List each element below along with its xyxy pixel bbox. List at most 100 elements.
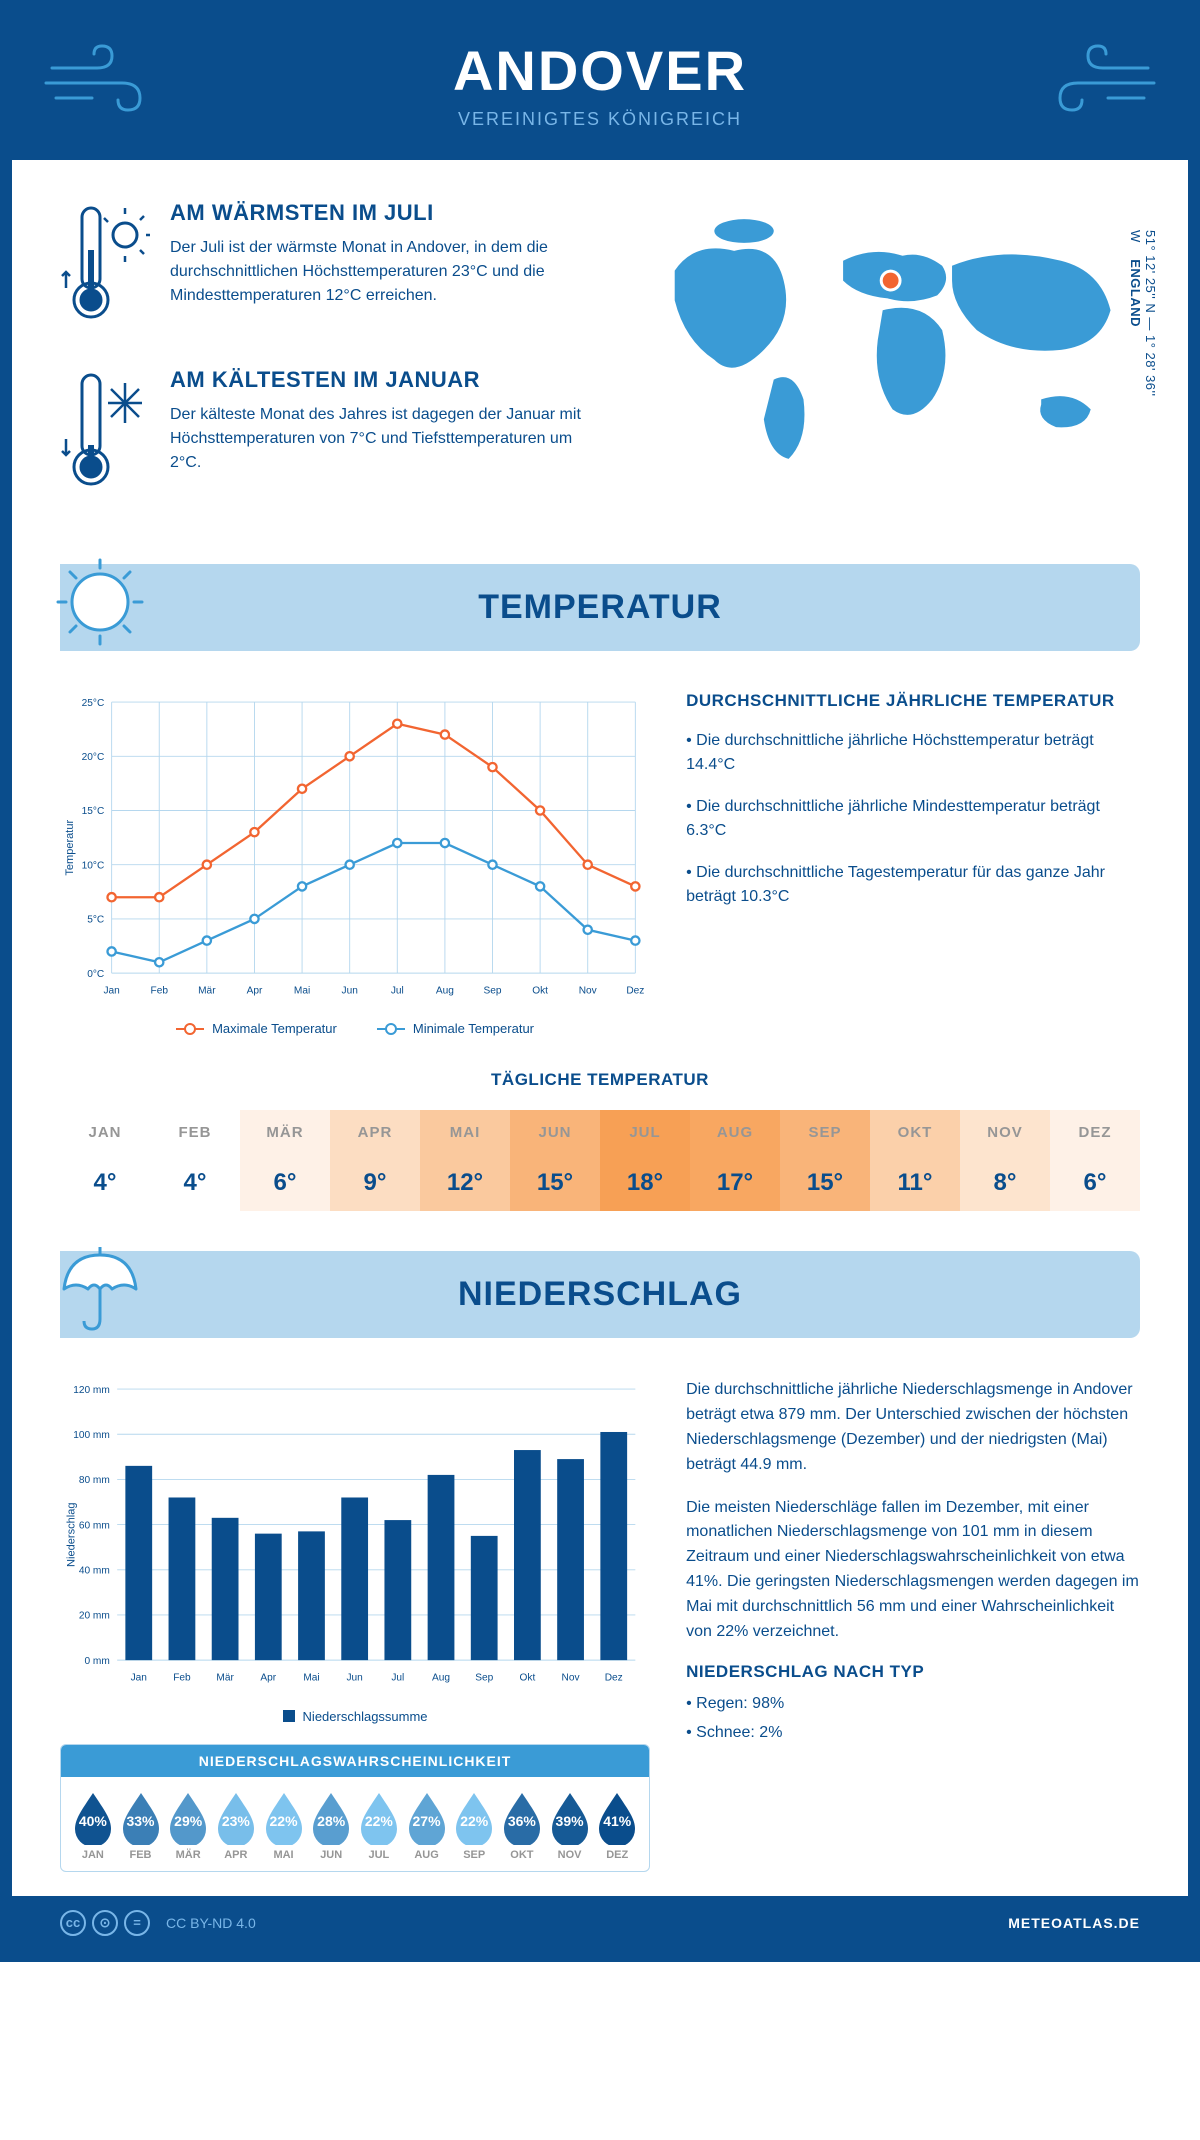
svg-text:5°C: 5°C bbox=[87, 915, 104, 926]
heat-value: 17° bbox=[690, 1155, 780, 1211]
temp-content: 0°C 5°C 10°C 15°C 20°C 25°C Jan Feb Mär Apr Mai Jun… bbox=[12, 651, 1188, 1060]
svg-text:Jan: Jan bbox=[103, 985, 119, 996]
heat-month: MÄR bbox=[240, 1110, 330, 1155]
prob-drop: 22%JUL bbox=[355, 1791, 403, 1861]
precip-p1: Die durchschnittliche jährliche Niedersc… bbox=[686, 1378, 1140, 1477]
temperature-line-chart: 0°C 5°C 10°C 15°C 20°C 25°C Jan Feb Mär Apr Mai Jun… bbox=[60, 691, 650, 1004]
svg-text:Jul: Jul bbox=[391, 985, 404, 996]
heat-value: 9° bbox=[330, 1155, 420, 1211]
svg-text:15°C: 15°C bbox=[82, 806, 105, 817]
svg-text:Mär: Mär bbox=[198, 985, 216, 996]
svg-text:0°C: 0°C bbox=[87, 969, 104, 980]
heat-value: 4° bbox=[150, 1155, 240, 1211]
svg-text:Niederschlag: Niederschlag bbox=[66, 1503, 78, 1567]
heat-month: APR bbox=[330, 1110, 420, 1155]
temp-section-bar: TEMPERATUR bbox=[60, 564, 1140, 651]
brand: METEOATLAS.DE bbox=[1008, 1915, 1140, 1931]
temp-info-b3: • Die durchschnittliche Tagestemperatur … bbox=[686, 861, 1140, 909]
daily-temp: TÄGLICHE TEMPERATUR JANFEBMÄRAPRMAIJUNJU… bbox=[12, 1060, 1188, 1251]
svg-text:25°C: 25°C bbox=[82, 698, 105, 709]
heat-value: 12° bbox=[420, 1155, 510, 1211]
header: ANDOVER VEREINIGTES KÖNIGREICH bbox=[12, 12, 1188, 160]
svg-text:Feb: Feb bbox=[173, 1673, 191, 1684]
svg-text:Temperatur: Temperatur bbox=[64, 819, 76, 875]
temp-info-heading: DURCHSCHNITTLICHE JÄHRLICHE TEMPERATUR bbox=[686, 691, 1140, 711]
svg-text:Sep: Sep bbox=[475, 1673, 493, 1684]
footer: cc ⊙ = CC BY-ND 4.0 METEOATLAS.DE bbox=[12, 1896, 1188, 1950]
precip-type1: • Regen: 98% bbox=[686, 1692, 1140, 1717]
world-map bbox=[645, 200, 1140, 480]
svg-text:Aug: Aug bbox=[436, 985, 454, 996]
prob-drop: 29%MÄR bbox=[164, 1791, 212, 1861]
precip-type-heading: NIEDERSCHLAG NACH TYP bbox=[686, 1662, 1140, 1682]
prob-drop: 23%APR bbox=[212, 1791, 260, 1861]
svg-text:Feb: Feb bbox=[151, 985, 169, 996]
svg-text:Mai: Mai bbox=[303, 1673, 319, 1684]
svg-text:40 mm: 40 mm bbox=[79, 1566, 110, 1577]
prob-drop: 39%NOV bbox=[546, 1791, 594, 1861]
svg-text:Jan: Jan bbox=[131, 1673, 147, 1684]
prob-drop: 22%MAI bbox=[260, 1791, 308, 1861]
heat-value: 15° bbox=[780, 1155, 870, 1211]
temp-info-b2: • Die durchschnittliche jährliche Mindes… bbox=[686, 795, 1140, 843]
prob-drop: 40%JAN bbox=[69, 1791, 117, 1861]
heat-month: NOV bbox=[960, 1110, 1050, 1155]
svg-text:Mai: Mai bbox=[294, 985, 310, 996]
prob-heading: NIEDERSCHLAGSWAHRSCHEINLICHKEIT bbox=[61, 1745, 649, 1777]
heat-month: JUN bbox=[510, 1110, 600, 1155]
heat-value: 4° bbox=[60, 1155, 150, 1211]
heat-value: 11° bbox=[870, 1155, 960, 1211]
precipitation-bar-chart: 0 mm20 mm40 mm60 mm80 mm100 mm120 mmJanF… bbox=[60, 1378, 650, 1691]
heat-month: DEZ bbox=[1050, 1110, 1140, 1155]
svg-text:10°C: 10°C bbox=[82, 860, 105, 871]
svg-text:20°C: 20°C bbox=[82, 752, 105, 763]
precip-content: 0 mm20 mm40 mm60 mm80 mm100 mm120 mmJanF… bbox=[12, 1338, 1188, 1895]
precip-p2: Die meisten Niederschläge fallen im Deze… bbox=[686, 1496, 1140, 1645]
coldest-block: AM KÄLTESTEN IM JANUAR Der kälteste Mona… bbox=[60, 367, 605, 502]
wind-icon bbox=[42, 38, 162, 118]
temp-legend: Maximale Temperatur Minimale Temperatur bbox=[60, 1021, 650, 1036]
probability-box: NIEDERSCHLAGSWAHRSCHEINLICHKEIT 40%JAN33… bbox=[60, 1744, 650, 1872]
prob-drop: 27%AUG bbox=[403, 1791, 451, 1861]
sun-icon bbox=[50, 552, 150, 652]
svg-text:Jul: Jul bbox=[391, 1673, 404, 1684]
cc-license: cc ⊙ = CC BY-ND 4.0 bbox=[60, 1910, 256, 1936]
svg-text:Apr: Apr bbox=[247, 985, 263, 996]
heat-value: 8° bbox=[960, 1155, 1050, 1211]
svg-text:Dez: Dez bbox=[605, 1673, 623, 1684]
thermometer-cold-icon bbox=[60, 367, 150, 497]
heat-month: SEP bbox=[780, 1110, 870, 1155]
svg-text:80 mm: 80 mm bbox=[79, 1476, 110, 1487]
intro-section: AM WÄRMSTEN IM JULI Der Juli ist der wär… bbox=[12, 160, 1188, 564]
svg-text:Sep: Sep bbox=[484, 985, 502, 996]
svg-text:100 mm: 100 mm bbox=[73, 1430, 110, 1441]
heat-value: 18° bbox=[600, 1155, 690, 1211]
infographic: ANDOVER VEREINIGTES KÖNIGREICH bbox=[0, 0, 1200, 1962]
warmest-block: AM WÄRMSTEN IM JULI Der Juli ist der wär… bbox=[60, 200, 605, 335]
coldest-title: AM KÄLTESTEN IM JANUAR bbox=[170, 367, 605, 393]
heat-month: MAI bbox=[420, 1110, 510, 1155]
heat-month: OKT bbox=[870, 1110, 960, 1155]
svg-text:Apr: Apr bbox=[260, 1673, 276, 1684]
svg-text:Nov: Nov bbox=[579, 985, 598, 996]
umbrella-icon bbox=[50, 1239, 150, 1339]
svg-text:Okt: Okt bbox=[520, 1673, 536, 1684]
coldest-text: Der kälteste Monat des Jahres ist dagege… bbox=[170, 403, 605, 475]
heat-month: FEB bbox=[150, 1110, 240, 1155]
temp-info-b1: • Die durchschnittliche jährliche Höchst… bbox=[686, 729, 1140, 777]
wind-icon bbox=[1038, 38, 1158, 118]
warmest-title: AM WÄRMSTEN IM JULI bbox=[170, 200, 605, 226]
prob-drop: 33%FEB bbox=[117, 1791, 165, 1861]
svg-text:60 mm: 60 mm bbox=[79, 1521, 110, 1532]
svg-text:Jun: Jun bbox=[342, 985, 358, 996]
svg-text:Dez: Dez bbox=[626, 985, 644, 996]
heat-month: AUG bbox=[690, 1110, 780, 1155]
heat-month: JAN bbox=[60, 1110, 150, 1155]
svg-text:Okt: Okt bbox=[532, 985, 548, 996]
prob-drop: 41%DEZ bbox=[593, 1791, 641, 1861]
svg-text:120 mm: 120 mm bbox=[73, 1385, 110, 1396]
svg-text:Mär: Mär bbox=[216, 1673, 234, 1684]
thermometer-hot-icon bbox=[60, 200, 150, 330]
prob-drop: 36%OKT bbox=[498, 1791, 546, 1861]
warmest-text: Der Juli ist der wärmste Monat in Andove… bbox=[170, 236, 605, 308]
